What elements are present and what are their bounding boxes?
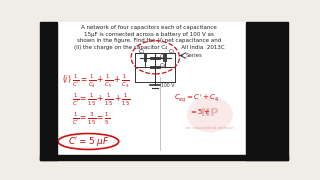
Bar: [40, 155, 288, 160]
Text: NP: NP: [201, 108, 219, 118]
Text: $C_3$: $C_3$: [168, 47, 175, 56]
Text: an educational website: an educational website: [186, 126, 234, 130]
Ellipse shape: [187, 96, 233, 132]
Text: 100 V: 100 V: [161, 83, 174, 88]
Text: $C_{eq} = C' + C_4$: $C_{eq} = C' + C_4$: [174, 92, 219, 105]
Text: $\frac{1}{C'} = \frac{3}{15} = \frac{1}{5}$: $\frac{1}{C'} = \frac{3}{15} = \frac{1}{…: [72, 111, 110, 127]
Text: (ii) the charge on the capacitor C₄        All India  2013C: (ii) the charge on the capacitor C₄ All …: [74, 45, 224, 50]
Text: A network of four capacitors each of capacitance: A network of four capacitors each of cap…: [81, 25, 217, 30]
Bar: [57, 22, 246, 155]
Text: $(i)\ \frac{1}{C'} = \frac{1}{C_4} + \frac{1}{C_5} + \frac{1}{C_3}$: $(i)\ \frac{1}{C'} = \frac{1}{C_4} + \fr…: [62, 73, 130, 90]
Bar: [40, 22, 57, 160]
Text: $C_2$: $C_2$: [159, 52, 167, 61]
Bar: [246, 22, 288, 160]
Text: $C' = 5\ \mu F$: $C' = 5\ \mu F$: [68, 135, 109, 148]
Text: 15μF is connected across a battery of 100 V as: 15μF is connected across a battery of 10…: [84, 32, 214, 37]
Text: $C_1$: $C_1$: [138, 47, 146, 56]
Text: $= 5+$: $= 5+$: [189, 107, 210, 116]
Text: $\frac{1}{C'} = \frac{1}{15} + \frac{1}{15} + \frac{1}{15}$: $\frac{1}{C'} = \frac{1}{15} + \frac{1}{…: [72, 92, 131, 109]
Text: shown in the figure. Find the (i) net capacitance and: shown in the figure. Find the (i) net ca…: [77, 38, 221, 43]
Text: Series: Series: [186, 53, 203, 58]
Text: $C_4$: $C_4$: [159, 62, 167, 70]
